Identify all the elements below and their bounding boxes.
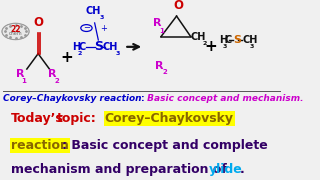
Text: +: + xyxy=(204,39,217,54)
Text: 2: 2 xyxy=(202,41,206,46)
Text: C: C xyxy=(79,42,86,52)
Text: 2: 2 xyxy=(162,69,167,75)
Text: R: R xyxy=(16,69,24,79)
Text: .: . xyxy=(240,163,245,176)
Text: mechanism and preparation of: mechanism and preparation of xyxy=(11,163,227,176)
Text: CH: CH xyxy=(102,42,118,52)
Text: O: O xyxy=(174,0,184,12)
Text: 3: 3 xyxy=(115,51,120,56)
Text: Corey–Chaykovsky reaction: Corey–Chaykovsky reaction xyxy=(3,94,141,103)
Text: +: + xyxy=(60,50,73,65)
Text: reaction: reaction xyxy=(11,139,69,152)
Text: : Basic concept and complete: : Basic concept and complete xyxy=(62,139,268,152)
Text: 3: 3 xyxy=(249,44,253,49)
Text: CH: CH xyxy=(85,6,101,16)
Text: H: H xyxy=(72,42,80,52)
Text: Corey–Chaykovsky: Corey–Chaykovsky xyxy=(105,112,234,125)
Text: 1: 1 xyxy=(159,28,164,34)
Text: Today’s: Today’s xyxy=(11,112,64,125)
Text: CH: CH xyxy=(190,31,205,42)
Text: 3: 3 xyxy=(100,15,104,20)
Text: S: S xyxy=(233,35,241,45)
Text: 3: 3 xyxy=(223,44,227,49)
Text: chem: chem xyxy=(9,31,22,36)
Text: R: R xyxy=(156,61,164,71)
Text: 2: 2 xyxy=(54,78,59,84)
Text: R: R xyxy=(48,69,57,79)
Text: ylide: ylide xyxy=(209,163,243,176)
Text: Basic concept and mechanism.: Basic concept and mechanism. xyxy=(143,94,303,103)
Text: H: H xyxy=(219,35,227,45)
Text: CH: CH xyxy=(242,35,258,45)
Text: 22: 22 xyxy=(10,25,21,34)
Text: :: : xyxy=(141,94,144,103)
Text: O: O xyxy=(33,16,44,30)
Circle shape xyxy=(2,23,29,40)
Text: topic:: topic: xyxy=(57,112,96,125)
Text: R: R xyxy=(153,18,161,28)
Text: 2: 2 xyxy=(78,51,82,56)
Text: S: S xyxy=(94,40,103,53)
Text: −: − xyxy=(83,24,90,33)
Text: C: C xyxy=(225,35,232,45)
Text: +: + xyxy=(100,24,107,33)
Text: 1: 1 xyxy=(21,78,27,84)
